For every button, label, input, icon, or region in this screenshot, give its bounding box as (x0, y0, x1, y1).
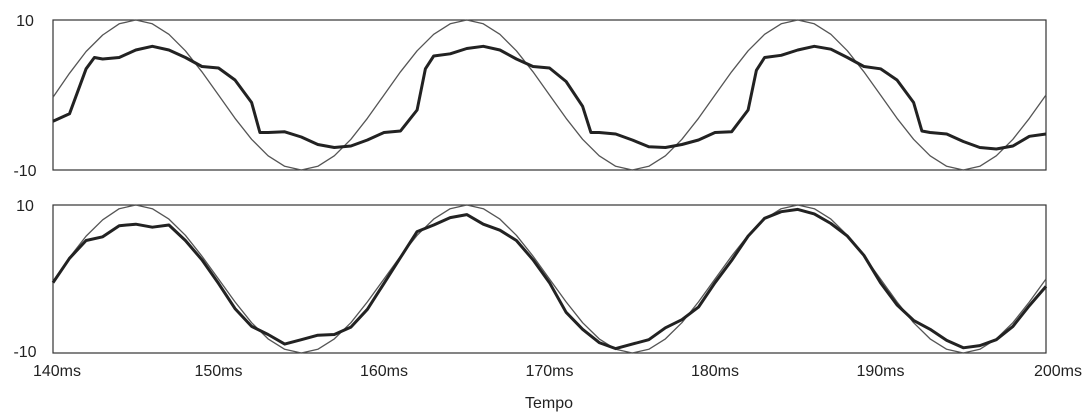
bottom-panel: 10 -10 (13, 198, 1048, 361)
x-tick-label: 140ms (33, 363, 81, 380)
x-tick-label: 180ms (691, 363, 739, 380)
x-tick-label: 190ms (856, 363, 904, 380)
x-tick-label: 170ms (525, 363, 573, 380)
top-ytick-min: -10 (13, 163, 36, 180)
x-tick-label: 160ms (360, 363, 408, 380)
bottom-ytick-max: 10 (16, 198, 34, 215)
bottom-ytick-min: -10 (13, 344, 36, 361)
top-panel: 10 -10 (13, 13, 1047, 180)
x-tick-label: 150ms (194, 363, 242, 380)
bottom-series-thick-line (51, 207, 1048, 351)
x-axis-label: Tempo (525, 395, 573, 412)
x-tick-labels: 140ms 150ms 160ms 170ms 180ms 190ms 200ms (33, 363, 1082, 380)
top-ytick-max: 10 (16, 13, 34, 30)
top-series-thick-line (52, 44, 1047, 151)
x-tick-label: 200ms (1034, 363, 1082, 380)
bottom-series-thin-line (52, 204, 1047, 354)
top-series-thin-line (52, 19, 1047, 171)
